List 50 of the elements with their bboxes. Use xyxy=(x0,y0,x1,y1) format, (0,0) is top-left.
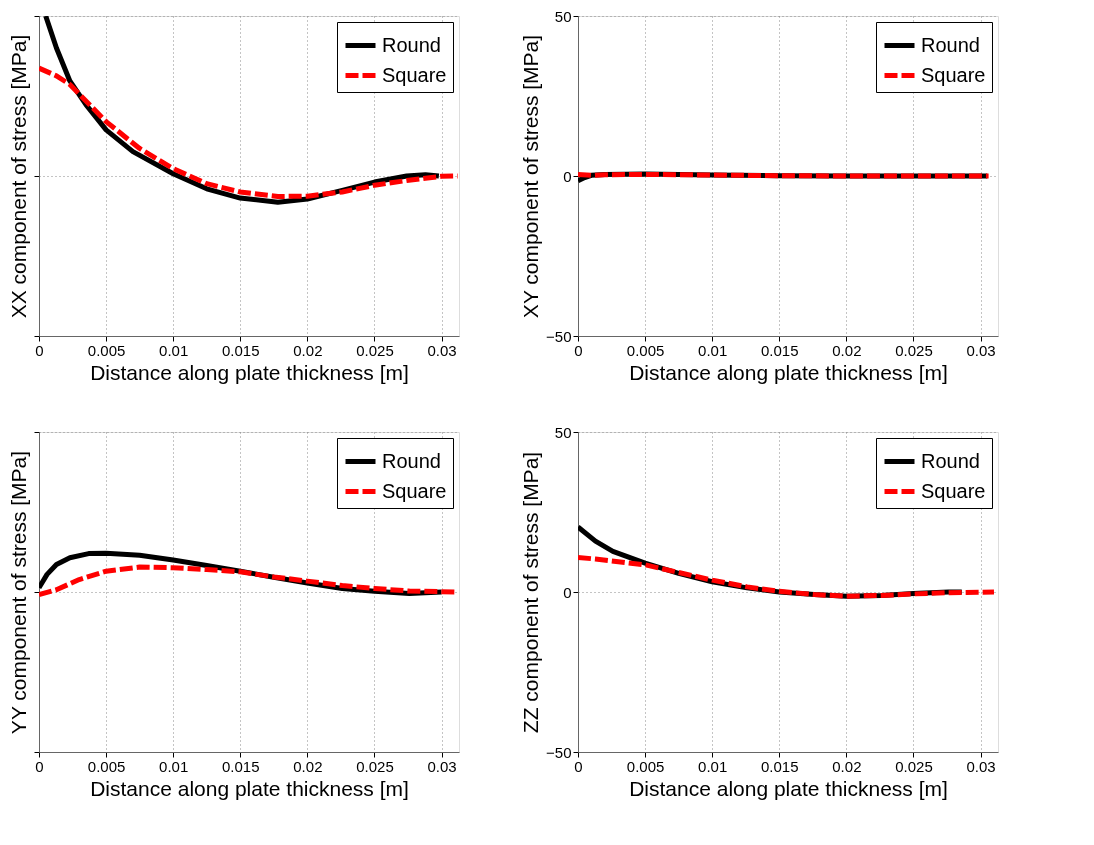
x-tick-label: 0.005 xyxy=(626,757,665,775)
x-tick-label: 0.015 xyxy=(222,757,260,775)
x-tick-label: 0.025 xyxy=(895,341,933,359)
legend-label: Square xyxy=(382,479,447,502)
legend-label: Round xyxy=(921,33,980,56)
x-tick-label: 0.025 xyxy=(356,341,394,359)
x-axis-title: Distance along plate thickness [m] xyxy=(90,360,409,384)
x-tick-label: 0.01 xyxy=(159,341,189,359)
legend-label: Round xyxy=(382,449,441,472)
x-tick-label: 0.005 xyxy=(87,341,126,359)
y-axis-title: XY component of stress [MPa] xyxy=(519,34,543,319)
x-tick-label: 0.005 xyxy=(626,341,665,359)
x-tick-label: 0.02 xyxy=(293,757,323,775)
legend-label: Round xyxy=(382,33,441,56)
x-axis-title: Distance along plate thickness [m] xyxy=(90,776,409,800)
x-tick-label: 0.01 xyxy=(698,757,728,775)
y-tick-label: 50 xyxy=(554,7,572,25)
legend-label: Square xyxy=(382,63,447,86)
x-tick-label: 0.025 xyxy=(895,757,933,775)
x-tick-label: 0.02 xyxy=(832,757,862,775)
x-tick-label: 0 xyxy=(574,757,583,775)
legend-label: Round xyxy=(921,449,980,472)
x-axis-title: Distance along plate thickness [m] xyxy=(629,360,948,384)
y-tick-label: 0 xyxy=(563,583,572,601)
x-tick-label: 0 xyxy=(35,341,44,359)
x-tick-label: 0.005 xyxy=(87,757,126,775)
y-tick-label: 0 xyxy=(563,167,572,185)
legend-label: Square xyxy=(921,479,986,502)
y-axis-title: XX component of stress [MPa] xyxy=(7,34,30,319)
x-tick-label: 0.015 xyxy=(761,341,799,359)
y-tick-label: 50 xyxy=(554,423,572,441)
x-tick-label: 0.02 xyxy=(832,341,862,359)
y-axis-title: ZZ component of stress [MPa] xyxy=(519,451,543,734)
y-axis-title: YY component of stress [MPa] xyxy=(7,450,30,735)
x-tick-label: 0.03 xyxy=(427,757,457,775)
x-tick-label: 0.03 xyxy=(966,757,996,775)
x-tick-label: 0.015 xyxy=(761,757,799,775)
x-axis-title: Distance along plate thickness [m] xyxy=(629,776,948,800)
x-tick-label: 0.01 xyxy=(698,341,728,359)
x-tick-label: 0.015 xyxy=(222,341,260,359)
legend-label: Square xyxy=(921,63,986,86)
x-tick-label: 0.02 xyxy=(293,341,323,359)
x-tick-label: 0 xyxy=(574,341,583,359)
y-tick-label: −50 xyxy=(546,327,572,345)
x-tick-label: 0.01 xyxy=(159,757,189,775)
x-tick-label: 0 xyxy=(35,757,44,775)
x-tick-label: 0.03 xyxy=(427,341,457,359)
x-tick-label: 0.03 xyxy=(966,341,996,359)
x-tick-label: 0.025 xyxy=(356,757,394,775)
y-tick-label: −50 xyxy=(546,743,572,761)
